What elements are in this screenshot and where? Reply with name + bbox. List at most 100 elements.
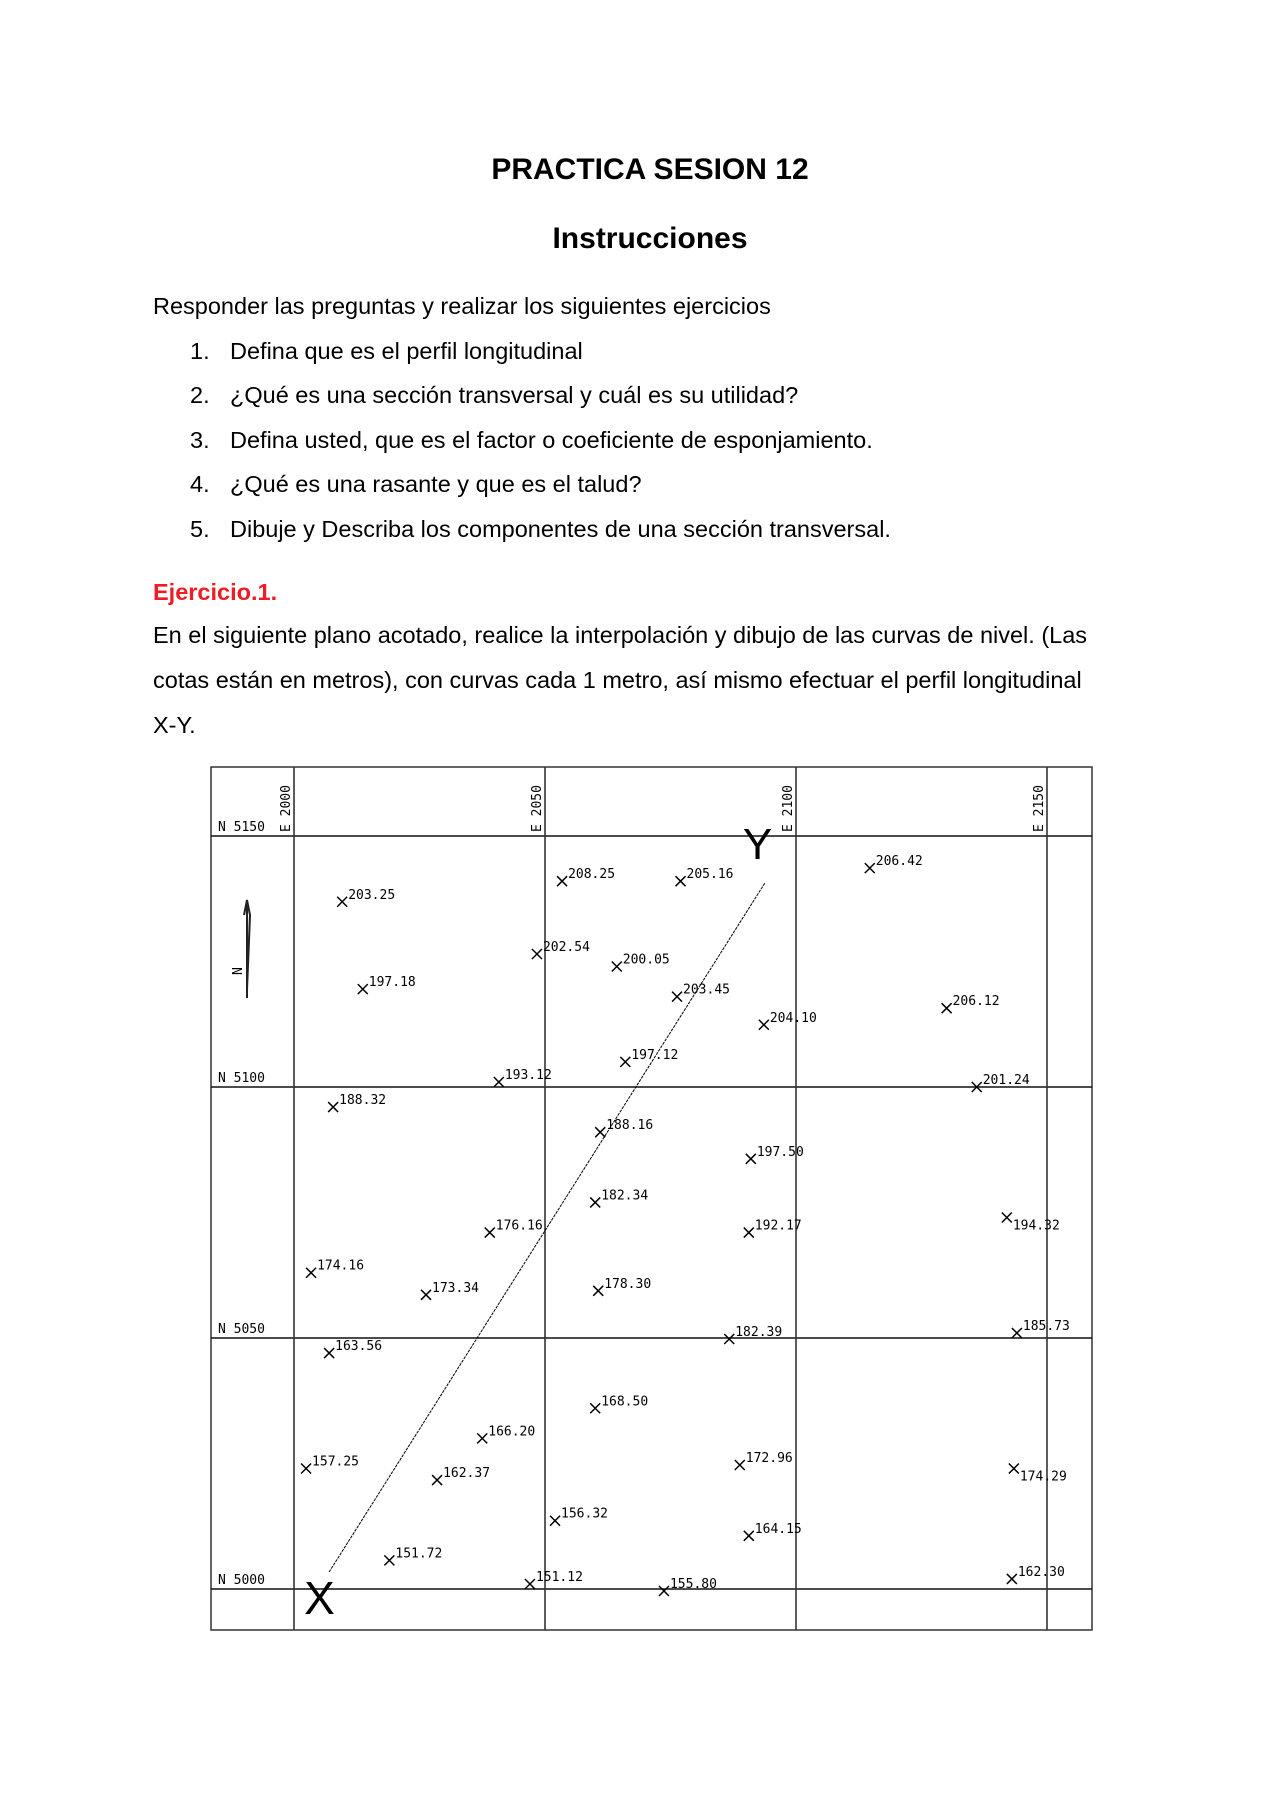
question-number: 2. bbox=[190, 382, 210, 408]
spot-height-label: 203.25 bbox=[348, 888, 395, 903]
spot-height-marker-icon bbox=[383, 1554, 395, 1566]
question-item: 1. Defina que es el perfil longitudinal bbox=[190, 338, 583, 365]
spot-height-label: 203.45 bbox=[683, 983, 730, 998]
spot-height-marker-icon bbox=[589, 1402, 601, 1414]
question-item: 2. ¿Qué es una sección transversal y cuál… bbox=[190, 382, 798, 409]
question-text: Dibuje y Describa los componentes de una… bbox=[230, 516, 891, 542]
question-number: 4. bbox=[190, 471, 210, 497]
profile-start-label: X bbox=[304, 1572, 335, 1624]
spot-height-marker-icon bbox=[431, 1474, 443, 1486]
profile-end-label: Y bbox=[743, 820, 772, 869]
spot-height-marker-icon bbox=[336, 896, 348, 908]
easting-label: E 2150 bbox=[1032, 785, 1047, 832]
easting-label: E 2100 bbox=[781, 785, 796, 832]
spot-height-label: 163.56 bbox=[335, 1339, 382, 1354]
spot-height-marker-icon bbox=[734, 1459, 746, 1471]
question-text: ¿Qué es una rasante y que es el talud? bbox=[230, 471, 642, 497]
spot-height-label: 173.34 bbox=[432, 1281, 479, 1296]
spot-height-label: 156.32 bbox=[561, 1507, 608, 1522]
spot-height-label: 208.25 bbox=[568, 867, 615, 882]
spot-height-label: 197.18 bbox=[369, 975, 416, 990]
spot-height-marker-icon bbox=[589, 1196, 601, 1208]
spot-height-marker-icon bbox=[531, 948, 543, 960]
north-arrow-icon bbox=[243, 899, 252, 998]
spot-height-label: 206.42 bbox=[876, 854, 923, 869]
spot-height-label: 174.16 bbox=[317, 1259, 364, 1274]
spot-height-marker-icon bbox=[758, 1019, 770, 1031]
spot-height-label: 193.12 bbox=[505, 1068, 552, 1083]
easting-label: E 2000 bbox=[279, 785, 294, 832]
spot-height-marker-icon bbox=[658, 1585, 670, 1597]
spot-height-label: 200.05 bbox=[623, 953, 670, 968]
spot-height-label: 151.12 bbox=[536, 1570, 583, 1585]
spot-height-label: 201.24 bbox=[983, 1073, 1030, 1088]
spot-height-label: 157.25 bbox=[312, 1455, 359, 1470]
spot-height-marker-icon bbox=[743, 1530, 755, 1542]
spot-height-label: 164.15 bbox=[755, 1522, 802, 1537]
spot-height-marker-icon bbox=[484, 1227, 496, 1239]
exercise-text-line: cotas están en metros), con curvas cada … bbox=[153, 667, 1082, 693]
exercise-heading: Ejercicio.1. bbox=[153, 579, 278, 605]
spot-height-marker-icon bbox=[594, 1126, 606, 1138]
question-item: 3. Defina usted, que es el factor o coefi… bbox=[190, 427, 873, 454]
spot-height-marker-icon bbox=[941, 1002, 953, 1014]
exercise-text-line: En el siguiente plano acotado, realice l… bbox=[153, 622, 1088, 648]
spot-height-marker-icon bbox=[1001, 1211, 1013, 1224]
spot-height-label: 174.29 bbox=[1020, 1470, 1067, 1485]
spot-height-marker-icon bbox=[524, 1578, 536, 1590]
northing-label: N 5150 bbox=[218, 820, 265, 835]
spot-height-marker-icon bbox=[420, 1289, 432, 1301]
intro-text: Responder las preguntas y realizar los s… bbox=[153, 293, 771, 319]
spot-height-marker-icon bbox=[476, 1432, 488, 1444]
spot-height-marker-icon bbox=[743, 1227, 755, 1239]
spot-height-label: 194.32 bbox=[1013, 1219, 1060, 1234]
spot-height-marker-icon bbox=[549, 1515, 561, 1527]
question-number: 3. bbox=[190, 427, 210, 453]
spot-height-marker-icon bbox=[305, 1267, 317, 1279]
spot-height-label: 197.12 bbox=[631, 1048, 678, 1063]
spot-height-label: 188.16 bbox=[606, 1118, 653, 1133]
spot-height-label: 192.17 bbox=[755, 1219, 802, 1234]
spot-height-marker-icon bbox=[327, 1101, 339, 1113]
spot-height-label: 172.96 bbox=[746, 1451, 793, 1466]
question-number: 1. bbox=[190, 338, 210, 364]
question-number: 5. bbox=[190, 516, 210, 542]
spot-height-marker-icon bbox=[611, 960, 623, 973]
spot-height-marker-icon bbox=[1006, 1573, 1018, 1585]
spot-height-marker-icon bbox=[1011, 1327, 1023, 1339]
northing-label: N 5000 bbox=[218, 1573, 265, 1588]
spot-height-label: 166.20 bbox=[488, 1424, 535, 1439]
spot-height-label: 182.34 bbox=[601, 1188, 648, 1203]
plan-border bbox=[210, 766, 1093, 1631]
section-title: Instrucciones bbox=[552, 222, 748, 255]
spot-height-label: 185.73 bbox=[1023, 1319, 1070, 1334]
spot-height-marker-icon bbox=[300, 1462, 312, 1475]
spot-height-label: 204.10 bbox=[770, 1011, 817, 1026]
question-text: Defina usted, que es el factor o coefici… bbox=[230, 427, 873, 453]
spot-height-label: 206.12 bbox=[953, 994, 1000, 1009]
northing-label: N 5050 bbox=[218, 1322, 265, 1337]
spot-height-label: 168.50 bbox=[601, 1394, 648, 1409]
question-item: 5. Dibuje y Describa los componentes de u… bbox=[190, 516, 891, 543]
page-title: PRACTICA SESION 12 bbox=[491, 153, 809, 186]
easting-label: E 2050 bbox=[530, 785, 545, 832]
spot-height-label: 176.16 bbox=[496, 1219, 543, 1234]
spot-height-marker-icon bbox=[357, 983, 369, 995]
spot-height-label: 162.37 bbox=[443, 1466, 490, 1481]
spot-height-marker-icon bbox=[745, 1153, 757, 1165]
question-text: Defina que es el perfil longitudinal bbox=[230, 338, 583, 364]
exercise-text-line: X-Y. bbox=[153, 712, 196, 738]
spot-height-label: 155.80 bbox=[670, 1577, 717, 1592]
spot-height-marker-icon bbox=[864, 862, 876, 874]
north-arrow-label: N bbox=[231, 967, 246, 975]
northing-label: N 5100 bbox=[218, 1071, 265, 1086]
spot-height-marker-icon bbox=[971, 1081, 983, 1093]
spot-height-marker-icon bbox=[556, 875, 568, 887]
spot-height-label: 182.39 bbox=[735, 1325, 782, 1340]
spot-height-marker-icon bbox=[1008, 1462, 1020, 1475]
spot-height-label: 188.32 bbox=[339, 1093, 386, 1108]
spot-height-label: 162.30 bbox=[1018, 1565, 1065, 1580]
spot-height-label: 205.16 bbox=[687, 867, 734, 882]
spot-height-marker-icon bbox=[592, 1285, 604, 1297]
